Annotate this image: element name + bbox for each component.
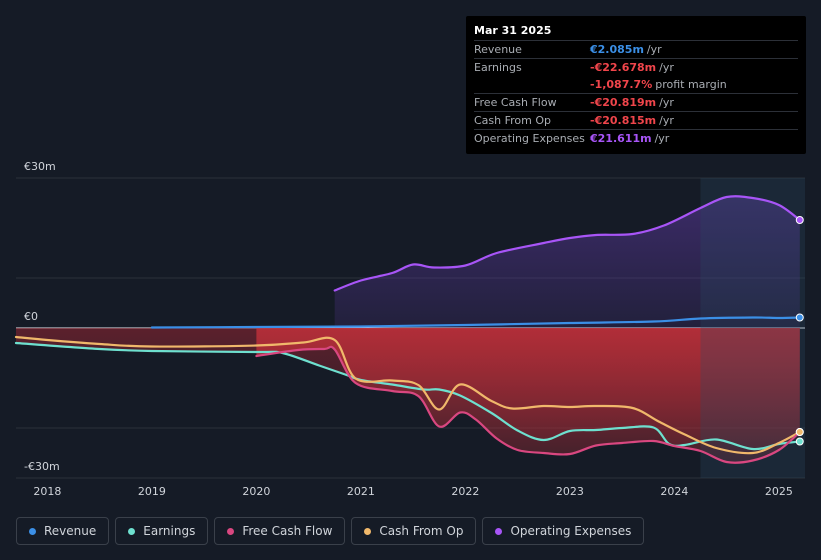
legend-label: Cash From Op: [379, 524, 464, 538]
x-tick-label: 2022: [451, 485, 479, 498]
tooltip-row-unit: profit margin: [655, 78, 727, 91]
x-tick-label: 2024: [660, 485, 688, 498]
end-marker-operating-expenses: [795, 216, 804, 224]
x-tick-label: 2021: [347, 485, 375, 498]
legend-item-earnings[interactable]: Earnings: [115, 517, 209, 545]
legend-dot-icon: [227, 527, 235, 535]
tooltip-row-value: -1,087.7%: [590, 78, 653, 91]
legend-label: Earnings: [143, 524, 196, 538]
chart-lines: [14, 195, 801, 464]
tooltip-row-value: €21.611m: [590, 132, 652, 145]
series-line-operating-expenses: [333, 195, 801, 292]
x-tick-label: 2025: [765, 485, 793, 498]
y-axis-labels: €30m €0 -€30m: [24, 160, 60, 473]
tooltip-row: Free Cash Flow -€20.819m/yr: [474, 93, 798, 111]
chart-end-markers: [795, 216, 804, 446]
tooltip-row-label: [474, 76, 590, 93]
tooltip-row-value: -€20.815m: [590, 114, 657, 127]
legend-dot-icon: [128, 527, 136, 535]
tooltip-row-label: Operating Expenses: [474, 132, 585, 145]
tooltip-row-label: Free Cash Flow: [474, 96, 557, 109]
tooltip-rows: Revenue €2.085m/yr Earnings -€22.678m/yr -1,…: [474, 40, 798, 147]
legend-label: Free Cash Flow: [242, 524, 333, 538]
series-line-revenue: [150, 316, 801, 329]
end-marker-earnings: [795, 437, 804, 446]
tooltip-row-label: Revenue: [474, 43, 522, 56]
tooltip-row-label: Earnings: [474, 61, 522, 74]
legend-label: Revenue: [44, 524, 97, 538]
operating-expenses-area: [334, 196, 800, 328]
chart-legend: Revenue Earnings Free Cash Flow Cash From O…: [16, 517, 645, 545]
past-year-highlight: [700, 178, 805, 478]
tooltip-row: Operating Expenses €21.611m/yr: [474, 129, 798, 147]
y-tick-label: -€30m: [24, 460, 60, 473]
series-line-free-cash-flow: [255, 345, 801, 464]
tooltip-row-value: €2.085m: [590, 43, 644, 56]
tooltip-row-unit: /yr: [659, 96, 674, 109]
tooltip-row: Cash From Op -€20.815m/yr: [474, 111, 798, 129]
x-axis-labels: 2018 2019 2020 2021 2022 2023 2024 2025: [33, 485, 793, 498]
tooltip-row-label: Cash From Op: [474, 114, 552, 127]
data-tooltip: Mar 31 2025 Revenue €2.085m/yr Earnings -€2…: [466, 16, 806, 154]
series-line-earnings: [14, 341, 801, 451]
x-tick-label: 2020: [242, 485, 270, 498]
x-tick-label: 2019: [138, 485, 166, 498]
y-tick-label: €0: [24, 310, 38, 323]
tooltip-row-unit: /yr: [654, 132, 670, 145]
tooltip-row-unit: /yr: [659, 61, 674, 74]
legend-item-operating-expenses[interactable]: Operating Expenses: [482, 517, 645, 545]
tooltip-row-unit: /yr: [659, 114, 674, 127]
tooltip-row-value: -€20.819m: [590, 96, 657, 109]
legend-item-cash-from-op[interactable]: Cash From Op: [351, 517, 477, 545]
y-tick-label: €30m: [24, 160, 56, 173]
tooltip-row: Revenue €2.085m/yr: [474, 40, 798, 58]
legend-item-free-cash-flow[interactable]: Free Cash Flow: [214, 517, 346, 545]
tooltip-row-value: -€22.678m: [590, 61, 657, 74]
tooltip-row-unit: /yr: [646, 43, 662, 56]
free-cash-flow-area: [256, 328, 800, 463]
legend-label: Operating Expenses: [510, 524, 632, 538]
chart-areas: [16, 196, 800, 463]
series-line-cash-from-op: [14, 335, 801, 455]
legend-dot-icon: [364, 527, 372, 535]
end-marker-cash-from-op: [795, 428, 804, 436]
legend-dot-icon: [495, 527, 503, 535]
legend-item-revenue[interactable]: Revenue: [16, 517, 110, 545]
legend-dot-icon: [29, 527, 36, 535]
tooltip-row: -1,087.7% profit margin: [474, 76, 798, 93]
x-tick-label: 2018: [33, 485, 61, 498]
end-marker-revenue: [795, 313, 804, 322]
tooltip-date: Mar 31 2025: [474, 24, 552, 37]
x-tick-label: 2023: [556, 485, 584, 498]
tooltip-row: Earnings -€22.678m/yr: [474, 58, 798, 76]
